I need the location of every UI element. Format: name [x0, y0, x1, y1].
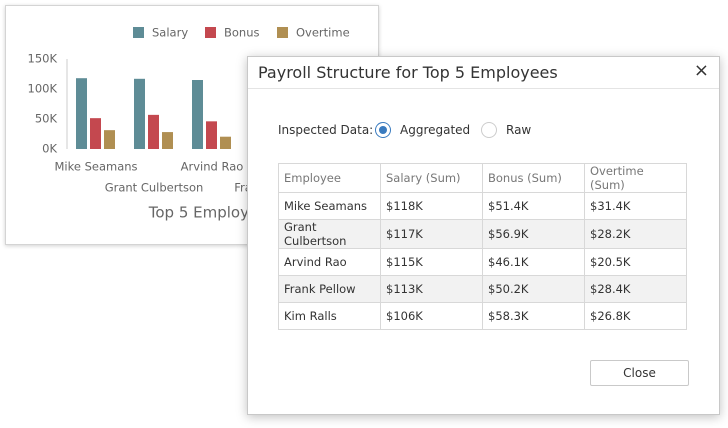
x-tick-label: Arvind Rao: [181, 160, 244, 174]
table-row: Frank Pellow $113K $50.2K $28.4K: [278, 275, 687, 303]
table-cell: $113K: [380, 275, 483, 303]
table-cell: $28.4K: [584, 275, 687, 303]
radio-raw[interactable]: [481, 122, 497, 138]
table-row: Mike Seamans $118K $51.4K $31.4K: [278, 192, 687, 220]
x-tick-label: Grant Culbertson: [105, 181, 204, 195]
table-cell: $115K: [380, 248, 483, 276]
y-tick-label: 150K: [28, 52, 58, 66]
header-row: Employee Salary (Sum) Bonus (Sum) Overtime …: [278, 163, 687, 193]
data-table: Employee Salary (Sum) Bonus (Sum) Overtime …: [278, 163, 687, 330]
table-cell: $117K: [380, 219, 483, 249]
table-row: Arvind Rao $115K $46.1K $20.5K: [278, 248, 687, 276]
table-cell: Mike Seamans: [278, 192, 381, 220]
y-tick-label: 100K: [28, 82, 58, 96]
dialog-title: Payroll Structure for Top 5 Employees: [258, 63, 558, 82]
legend-label: Overtime: [296, 26, 350, 40]
table-cell: $46.1K: [482, 248, 585, 276]
table-cell: Frank Pellow: [278, 275, 381, 303]
table-cell: $58.3K: [482, 302, 585, 330]
inspected-label: Inspected Data:: [278, 123, 374, 137]
close-icon[interactable]: ×: [693, 60, 709, 81]
close-button[interactable]: Close: [590, 360, 689, 386]
bar: [192, 80, 203, 149]
column-header: Bonus (Sum): [482, 163, 585, 193]
bar: [220, 136, 231, 149]
y-tick-label: 50K: [35, 112, 58, 126]
option-label[interactable]: Aggregated: [400, 123, 471, 137]
legend-swatch: [277, 27, 288, 38]
table-cell: $28.2K: [584, 219, 687, 249]
table-cell: $106K: [380, 302, 483, 330]
column-header: Employee: [278, 163, 381, 193]
column-header: Salary (Sum): [380, 163, 483, 193]
bar: [90, 118, 101, 149]
table-row: Grant Culbertson $117K $56.9K $28.2K: [278, 219, 687, 249]
bar: [134, 78, 145, 149]
option-label[interactable]: Raw: [506, 123, 532, 137]
table-cell: $50.2K: [482, 275, 585, 303]
bar: [148, 114, 159, 149]
legend-swatch: [133, 27, 144, 38]
legend-label: Salary: [152, 26, 188, 40]
legend-swatch: [205, 27, 216, 38]
table-cell: $118K: [380, 192, 483, 220]
table-row: Kim Ralls $106K $58.3K $26.8K: [278, 302, 687, 330]
separator: [248, 88, 719, 89]
table-cell: $56.9K: [482, 219, 585, 249]
y-tick-label: 0K: [42, 142, 57, 156]
table-cell: $51.4K: [482, 192, 585, 220]
dialog: Payroll Structure for Top 5 Employees × …: [247, 56, 720, 415]
bar: [206, 121, 217, 149]
column-header: Overtime (Sum): [584, 163, 687, 193]
bar: [162, 132, 173, 149]
legend-label: Bonus: [224, 26, 260, 40]
bar: [104, 130, 115, 149]
table-cell: $26.8K: [584, 302, 687, 330]
radio-aggregated[interactable]: [375, 122, 391, 138]
table-cell: Grant Culbertson: [278, 219, 381, 249]
bar: [76, 78, 87, 149]
table-cell: $31.4K: [584, 192, 687, 220]
table-cell: Arvind Rao: [278, 248, 381, 276]
table-cell: $20.5K: [584, 248, 687, 276]
x-tick-label: Mike Seamans: [54, 160, 137, 174]
table-body: Mike Seamans $118K $51.4K $31.4K Grant Culbe…: [278, 192, 687, 330]
chart-title: Top 5 Employees: [148, 204, 276, 222]
table-cell: Kim Ralls: [278, 302, 381, 330]
